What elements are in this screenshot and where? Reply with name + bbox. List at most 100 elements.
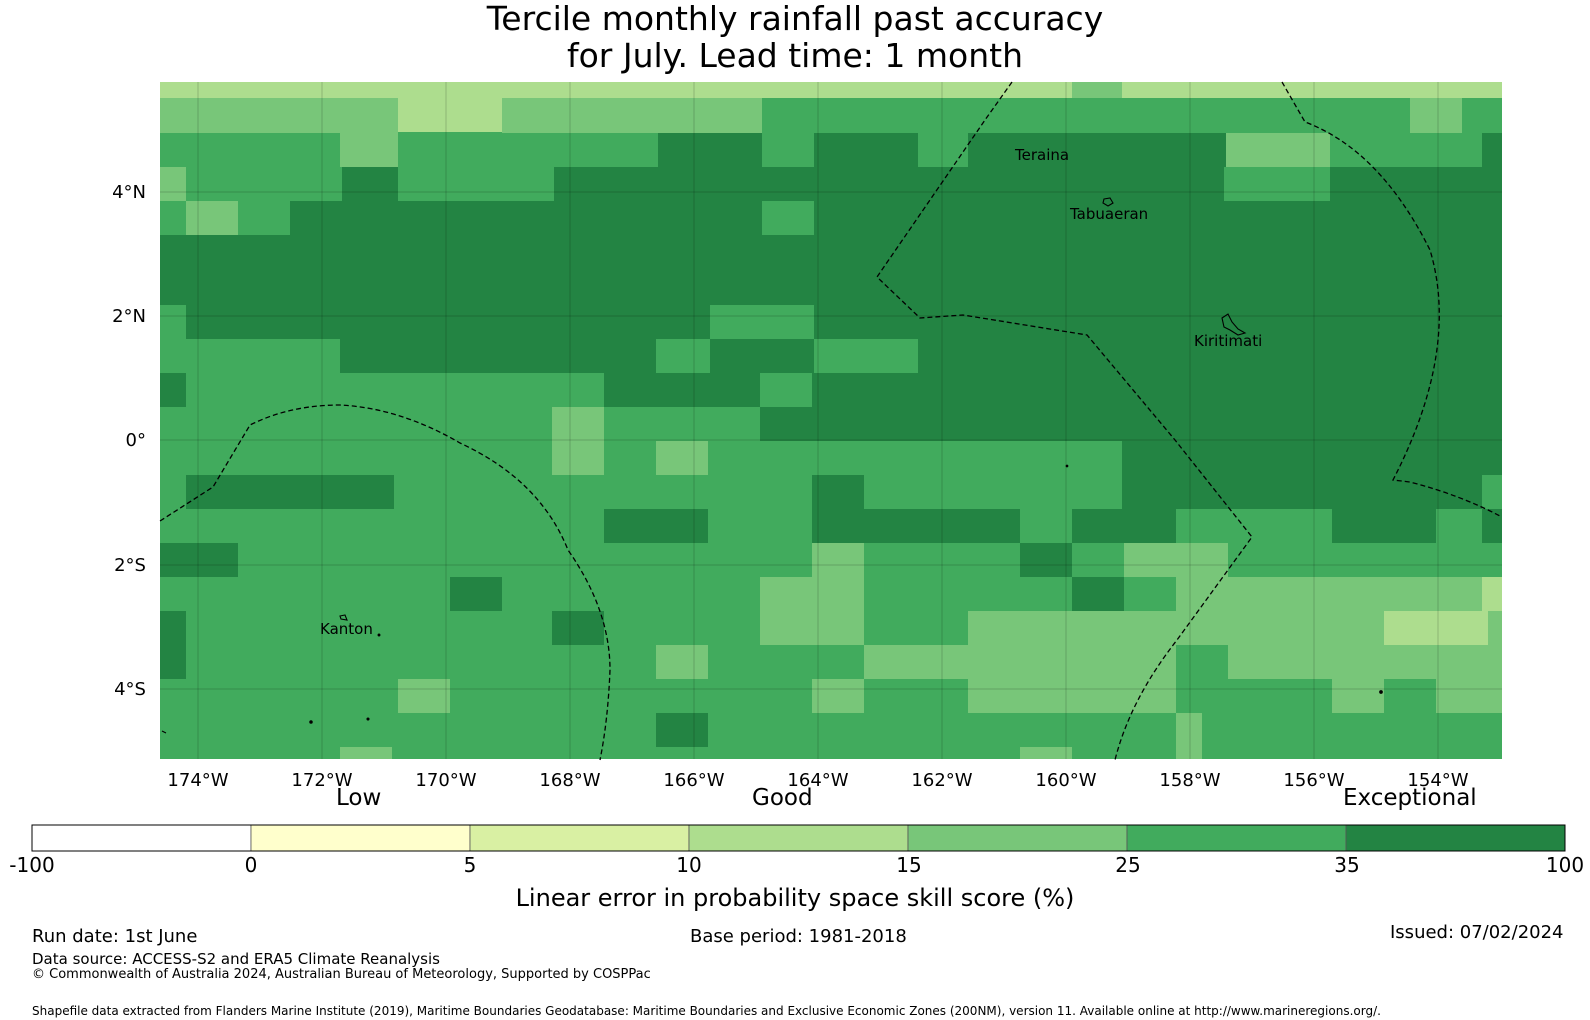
eez-boundaries — [159, 81, 1501, 761]
skill-cell — [1072, 543, 1124, 577]
skill-cell — [394, 475, 812, 509]
run-date: Run date: 1st June — [32, 926, 198, 947]
lat-label: 4°S — [114, 679, 146, 700]
skill-cell — [450, 577, 502, 611]
place-label-kanton: Kanton — [320, 620, 373, 638]
lat-label: 2°N — [112, 306, 146, 327]
skill-cell — [1482, 577, 1502, 611]
lat-label: 0° — [126, 430, 146, 451]
data-source: Data source: ACCESS-S2 and ERA5 Climate … — [32, 950, 440, 968]
skill-cell — [1332, 679, 1384, 713]
eez-line-line-islands-west — [876, 81, 1253, 761]
skill-cell — [160, 441, 552, 475]
skill-cell — [918, 133, 968, 167]
skill-cell — [864, 577, 1072, 611]
skill-cell — [1228, 543, 1502, 577]
skill-cell — [160, 611, 186, 645]
place-label-tabuaeran: Tabuaeran — [1069, 205, 1148, 223]
lon-label: 172°W — [291, 770, 352, 791]
skill-cell — [398, 713, 658, 759]
skill-cell — [1124, 577, 1176, 611]
small-islet — [309, 720, 313, 724]
skill-cell — [708, 645, 864, 679]
skill-cell — [1482, 82, 1502, 98]
colorbar-segment — [688, 824, 909, 852]
skill-cell — [762, 98, 814, 133]
skill-cell — [814, 201, 1502, 235]
lon-label: 164°W — [787, 770, 848, 791]
skill-cell — [238, 543, 812, 577]
skill-cell — [1384, 679, 1436, 713]
skill-cell — [710, 339, 814, 373]
chart-title-line-1: Tercile monthly rainfall past accuracy — [486, 0, 1104, 38]
skill-cell — [1482, 133, 1502, 167]
skill-cell — [1280, 98, 1410, 133]
issued-date: Issued: 07/02/2024 — [1390, 922, 1564, 943]
skill-cell — [1176, 679, 1332, 713]
skill-cell — [604, 611, 760, 645]
base-period: Base period: 1981-2018 — [690, 926, 907, 947]
skill-cell — [450, 679, 812, 713]
skill-cell — [606, 98, 710, 133]
skill-cell — [710, 98, 762, 133]
skill-cell — [160, 475, 186, 509]
skill-cell — [160, 133, 210, 167]
lon-label: 154°W — [1407, 770, 1468, 791]
skill-cell — [812, 509, 1020, 543]
skill-cell — [604, 441, 656, 475]
colorbar-tick: 35 — [1334, 853, 1360, 877]
islands — [161, 197, 1383, 734]
skill-cell — [1488, 611, 1502, 645]
skill-cell — [1072, 577, 1124, 611]
colorbar-tick: 0 — [244, 853, 258, 877]
small-islet — [377, 633, 381, 637]
colorbar-segment — [250, 824, 471, 852]
skill-cell — [1436, 679, 1502, 713]
colorbar — [31, 824, 1566, 852]
skill-cell — [814, 305, 1502, 339]
skill-cell — [1330, 167, 1502, 201]
skill-cell — [1482, 509, 1502, 543]
skill-cell — [656, 645, 708, 679]
skill-cell — [340, 747, 392, 759]
skill-cell — [160, 98, 398, 133]
skill-cell — [1122, 475, 1502, 509]
skill-cell — [160, 645, 186, 679]
skill-cell — [968, 611, 1176, 645]
tabuaeran-island-shape — [1102, 197, 1114, 207]
lat-label: 2°S — [114, 555, 146, 576]
colorbar-tick: 100 — [1545, 853, 1585, 877]
skill-cell — [1332, 509, 1436, 543]
skill-cell — [160, 305, 186, 339]
skill-cells — [160, 82, 1502, 759]
lon-label: 160°W — [1035, 770, 1096, 791]
lon-label: 174°W — [167, 770, 228, 791]
skill-cell — [918, 339, 1502, 373]
skill-cell — [710, 305, 814, 339]
skill-cell — [656, 441, 708, 475]
skill-cell — [186, 201, 238, 235]
skill-cell — [708, 441, 1072, 475]
colorbar-segment — [1345, 824, 1566, 852]
skill-cell — [186, 611, 552, 645]
skill-cell — [1124, 543, 1228, 577]
skill-cell — [760, 577, 864, 611]
skill-cell — [1020, 509, 1072, 543]
colorbar-tick: 15 — [896, 853, 922, 877]
skill-cell — [398, 167, 554, 201]
skill-cell — [160, 679, 398, 713]
graticule — [160, 82, 1502, 759]
skill-cell — [1020, 543, 1072, 577]
colorbar-axis-label: Linear error in probability space skill … — [515, 884, 1075, 912]
colorbar-tick: 10 — [676, 853, 702, 877]
skill-cell — [186, 373, 604, 407]
skill-cell — [968, 133, 1226, 167]
skill-cell — [864, 475, 1072, 509]
skill-cell — [814, 339, 918, 373]
skill-cell — [186, 475, 394, 509]
skill-cell — [812, 475, 864, 509]
skill-cell — [502, 98, 606, 133]
eez-line-line-islands-east — [1281, 81, 1501, 517]
colorbar-segment — [469, 824, 690, 852]
skill-cell — [160, 543, 238, 577]
